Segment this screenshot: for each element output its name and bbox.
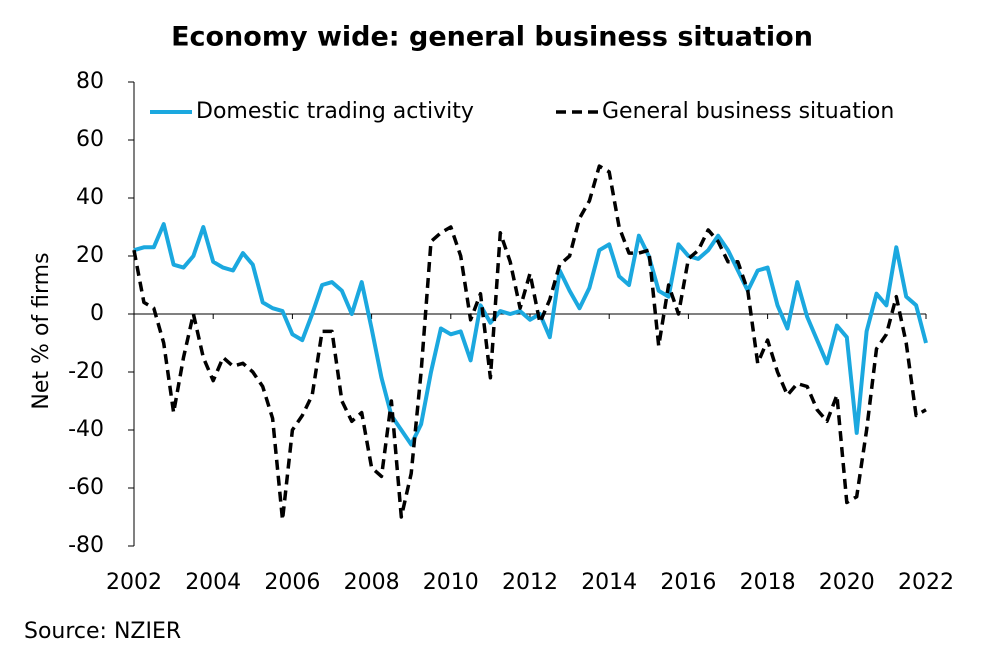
x-tick-label: 2020 [819,570,875,595]
legend-label: Domestic trading activity [196,99,474,124]
y-axis-label: Net % of firms [29,252,54,409]
x-tick-label: 2022 [898,570,954,595]
x-tick-label: 2018 [740,570,796,595]
x-tick-label: 2012 [502,570,558,595]
data-line [132,164,927,522]
y-tick-label: 20 [76,243,104,268]
data-line [133,222,928,447]
x-tick-label: 2004 [185,570,241,595]
y-tick-label: 80 [76,69,104,94]
y-tick-label: -40 [68,417,104,442]
y-tick-label: 60 [76,127,104,152]
x-tick-label: 2002 [106,570,162,595]
legend-label: General business situation [602,99,894,124]
y-tick-label: 40 [76,185,104,210]
x-tick-label: 2006 [264,570,320,595]
y-tick-label: 0 [90,301,104,326]
x-tick-label: 2008 [344,570,400,595]
chart-title: Economy wide: general business situation [171,22,813,53]
y-tick-label: -80 [68,533,104,558]
x-tick-label: 2016 [660,570,716,595]
y-tick-label: -60 [68,475,104,500]
y-tick-label: -20 [68,359,104,384]
x-tick-label: 2010 [423,570,479,595]
x-tick-label: 2014 [581,570,637,595]
source-note: Source: NZIER [24,619,181,644]
